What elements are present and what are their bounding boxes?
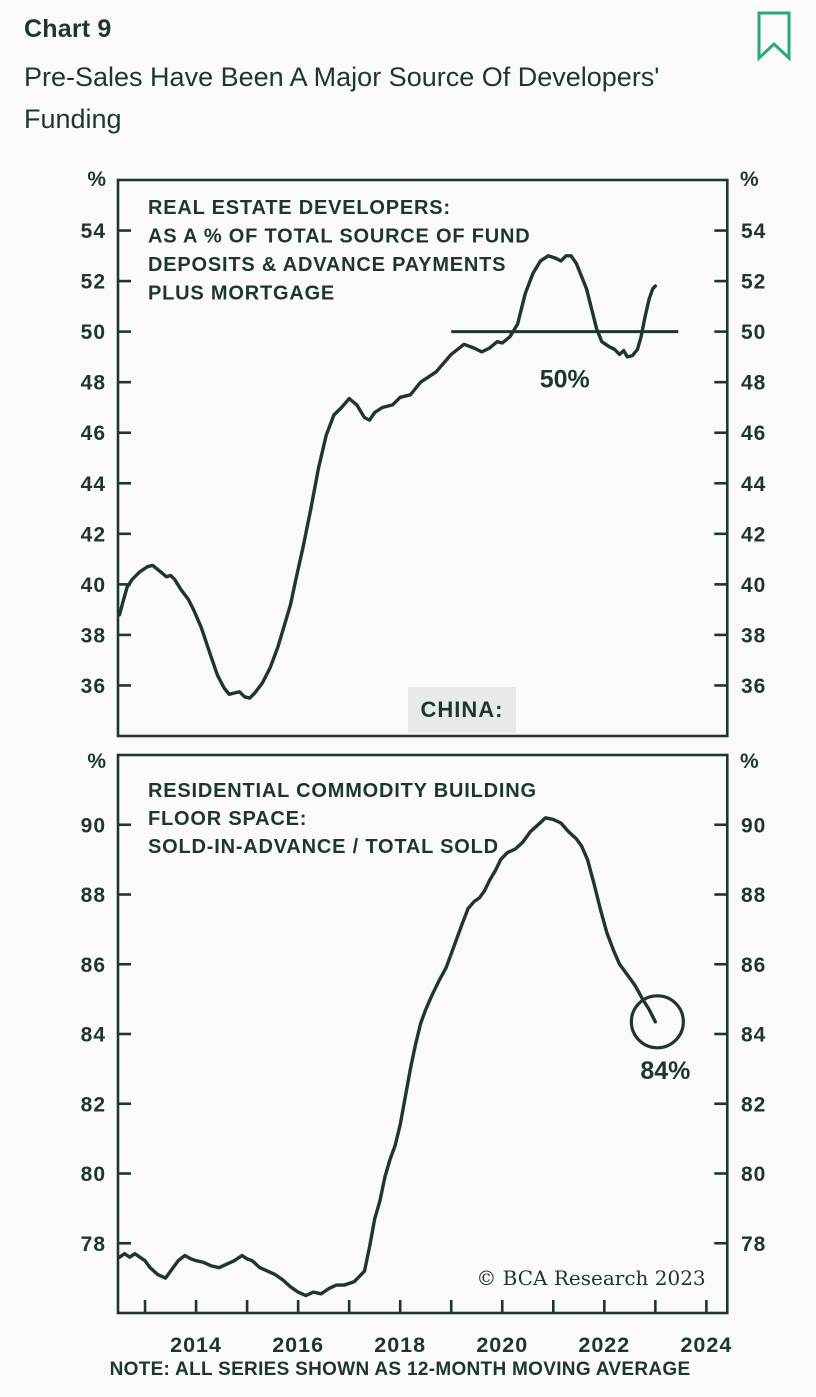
y-tick-label-left: 86 [81,954,106,977]
bottom-panel-title-line: FLOOR SPACE: [148,808,307,830]
top-panel-title-line: DEPOSITS & ADVANCE PAYMENTS [148,254,506,276]
top-panel-title-line: PLUS MORTGAGE [148,283,335,305]
figure-header: Chart 9 Pre-Sales Have Been A Major Sour… [24,12,764,140]
top-series-line [117,254,657,700]
bottom-right-unit-label: % [740,750,759,773]
y-tick-label-right: 38 [741,624,766,647]
chart-number-label: Chart 9 [24,15,112,43]
y-tick-label-right: 52 [741,271,766,294]
x-tick-label: 2024 [680,1333,732,1357]
y-tick-label-right: 54 [741,220,766,243]
y-tick-label-right: 88 [741,884,766,907]
y-tick-label-right: 86 [741,954,766,977]
y-tick-label-right: 44 [741,473,766,496]
y-tick-label-right: 40 [741,574,766,597]
y-tick-label-left: 82 [81,1093,106,1116]
x-tick-label: 2016 [272,1333,324,1357]
bottom-series-line [117,816,657,1298]
y-tick-label-left: 40 [81,574,106,597]
x-tick-label: 2014 [170,1333,222,1357]
y-tick-label-left: 46 [81,422,106,445]
y-tick-label-left: 84 [81,1024,106,1047]
x-tick-label: 2020 [476,1333,528,1357]
top-panel-title: REAL ESTATE DEVELOPERS: AS A % OF TOTAL … [148,197,531,305]
china-badge-bg [408,687,516,733]
y-tick-label-left: 42 [81,523,106,546]
x-axis-ticks: 2014 2016 2018 2020 2022 2024 [143,1300,732,1357]
y-tick-label-left: 52 [81,271,106,294]
top-right-unit-label: % [740,168,759,191]
y-tick-label-right: 48 [741,372,766,395]
annotation-50-label: 50% [540,366,590,394]
y-tick-label-right: 36 [741,675,766,698]
top-panel-box [116,178,729,738]
bottom-panel-title-line: SOLD-IN-ADVANCE / TOTAL SOLD [148,836,499,858]
y-tick-label-left: 88 [81,884,106,907]
top-left-unit-label: % [87,168,106,191]
y-tick-label-left: 48 [81,372,106,395]
y-tick-label-right: 78 [741,1233,766,1256]
bottom-panel-dynamic: 78 78 80 80 82 82 84 84 86 86 88 88 90 90 84% [81,814,766,1298]
top-panel-title-line: AS A % OF TOTAL SOURCE OF FUND [148,226,531,248]
y-tick-label-left: 36 [81,675,106,698]
y-tick-label-right: 46 [741,422,766,445]
y-tick-label-right: 82 [741,1093,766,1116]
x-tick-label: 2018 [374,1333,426,1357]
y-tick-label-left: 38 [81,624,106,647]
y-tick-label-left: 80 [81,1163,106,1186]
y-tick-label-right: 80 [741,1163,766,1186]
y-tick-label-left: 54 [81,220,106,243]
y-tick-label-right: 50 [741,321,766,344]
x-tick-label: 2022 [578,1333,630,1357]
china-badge: CHINA: [408,687,516,733]
y-tick-label-left: 90 [81,814,106,837]
bottom-panel-title: RESIDENTIAL COMMODITY BUILDING FLOOR SPA… [148,780,537,858]
watermark: © BCA Research 2023 [476,1266,705,1290]
y-tick-label-left: 50 [81,321,106,344]
y-tick-label-left: 78 [81,1233,106,1256]
y-tick-label-left: 44 [81,473,106,496]
y-tick-label-right: 42 [741,523,766,546]
top-panel-dynamic: 36 36 38 38 40 40 42 42 44 44 46 46 48 48 50 50 52 52 54 54… [81,220,766,700]
end-circle-annotation [629,994,685,1050]
note-text: NOTE: ALL SERIES SHOWN AS 12-MONTH MOVIN… [110,1359,691,1380]
annotation-84-label: 84% [640,1057,690,1085]
china-badge-label: CHINA: [421,697,504,722]
bottom-panel-title-line: RESIDENTIAL COMMODITY BUILDING [148,780,537,802]
bookmark-icon[interactable] [754,10,794,62]
y-tick-label-right: 84 [741,1024,766,1047]
y-tick-label-right: 90 [741,814,766,837]
bottom-left-unit-label: % [87,750,106,773]
page-title: Pre-Sales Have Been A Major Source Of De… [24,62,660,134]
top-panel-title-line: REAL ESTATE DEVELOPERS: [148,197,451,219]
